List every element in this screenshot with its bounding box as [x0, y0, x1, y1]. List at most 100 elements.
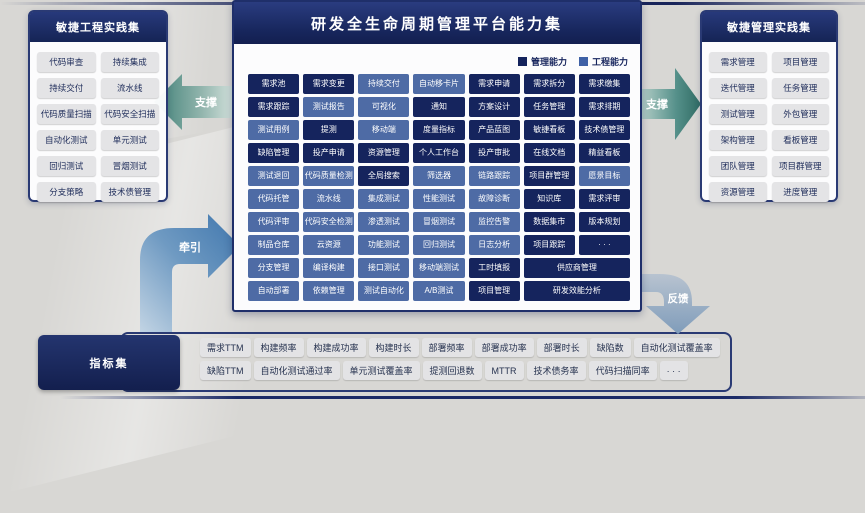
capability-tile: 缺陷管理 — [248, 143, 300, 163]
metric-chip: 构建成功率 — [306, 338, 366, 357]
capability-tile: 测试用例 — [248, 120, 300, 140]
capability-tile: 版本规划 — [578, 212, 630, 232]
practice-item: 单元测试 — [100, 130, 159, 150]
capability-tile: 工时填报 — [468, 258, 520, 278]
capability-tile: 需求跟踪 — [248, 97, 300, 117]
capability-tile: 资源管理 — [358, 143, 410, 163]
practice-item: 代码审查 — [37, 52, 96, 72]
capability-tile: 自动移卡片 — [413, 74, 465, 94]
capability-tile: 编译构建 — [303, 258, 355, 278]
metric-chip: 需求TTM — [200, 338, 251, 357]
practice-item: 架构管理 — [709, 130, 767, 150]
capability-tile: 需求排期 — [578, 97, 630, 117]
legend-swatch — [517, 57, 527, 66]
capability-tile: 精益看板 — [578, 143, 630, 163]
practice-item: 看板管理 — [771, 130, 829, 150]
practice-item: 资源管理 — [709, 182, 767, 202]
metric-chip: 技术债务率 — [526, 361, 586, 380]
capability-tile: 产品蓝图 — [468, 120, 520, 140]
capability-tile: 性能测试 — [413, 189, 465, 209]
capability-tile: 在线文档 — [523, 143, 575, 163]
capability-tile: 任务管理 — [523, 97, 575, 117]
capability-tile: · · · — [578, 235, 630, 255]
practice-item: 自动化测试 — [37, 130, 96, 150]
capability-panel-title: 研发全生命周期管理平台能力集 — [234, 2, 640, 44]
capability-tile: 流水线 — [303, 189, 355, 209]
capability-tile: 测试退回 — [248, 166, 300, 186]
management-practices-panel: 敏捷管理实践集 需求管理 项目管理 迭代管理 任务管理 测试管理 外包管理 架构管理 看板管理… — [700, 10, 838, 202]
metric-chip: 提测回退数 — [422, 361, 482, 380]
capability-tile: 测试自动化 — [358, 281, 410, 301]
metric-chip: 缺陷TTM — [200, 361, 251, 380]
capability-tile: 技术债管理 — [578, 120, 630, 140]
capability-tile: 冒烟测试 — [413, 212, 465, 232]
capability-tile: 代码质量检测 — [303, 166, 355, 186]
capability-tile: 接口测试 — [358, 258, 410, 278]
capability-tile: 度量指标 — [413, 120, 465, 140]
metric-chip: 缺陷数 — [589, 338, 631, 357]
capability-tile: 监控告警 — [468, 212, 520, 232]
capability-tile: 需求拆分 — [523, 74, 575, 94]
metric-chip: 自动化测试覆盖率 — [633, 338, 720, 357]
capability-tile: 分支管理 — [248, 258, 300, 278]
capability-tile: 自动部署 — [248, 281, 300, 301]
legend-label: 工程能力 — [591, 57, 628, 67]
practice-item: 流水线 — [100, 78, 159, 98]
legend-item: 工程能力 — [578, 55, 628, 68]
engineering-practices-panel: 敏捷工程实践集 代码审查 持续集成 持续交付 流水线 代码质量扫描 代码安全扫描 自动化测试… — [28, 10, 168, 202]
capability-tile: 可视化 — [358, 97, 410, 117]
metric-chip: 构建频率 — [253, 338, 304, 357]
capability-tile: 知识库 — [523, 189, 575, 209]
capability-tile: 集成测试 — [358, 189, 410, 209]
capability-tile: 项目群管理 — [523, 166, 575, 186]
legend-item: 管理能力 — [517, 55, 567, 68]
management-practices-title: 敏捷管理实践集 — [702, 12, 836, 42]
capability-tile: 愿景目标 — [578, 166, 630, 186]
practice-item: 代码质量扫描 — [37, 104, 96, 124]
bottom-divider-line — [60, 396, 865, 399]
capability-tile: 需求缴集 — [578, 74, 630, 94]
capability-tile: 方案设计 — [468, 97, 520, 117]
capability-tile: 项目跟踪 — [523, 235, 575, 255]
capability-tile: 持续交付 — [358, 74, 410, 94]
capability-tile: 需求变更 — [303, 74, 355, 94]
capability-tile: 故障诊断 — [468, 189, 520, 209]
capability-tile: 移动端 — [358, 120, 410, 140]
metrics-panel-title: 指标集 — [38, 335, 180, 390]
metrics-row-1: 需求TTM 构建频率 构建成功率 构建时长 部署频率 部署成功率 部署时长 缺陷数 自动化测试覆… — [200, 338, 728, 357]
capability-tile: 投产申请 — [303, 143, 355, 163]
feedback-arrow-label: 反馈 — [668, 292, 689, 305]
metric-chip: 代码扫描同率 — [588, 361, 657, 380]
practice-item: 代码安全扫描 — [100, 104, 159, 124]
capability-tile: 制品仓库 — [248, 235, 300, 255]
practice-item: 任务管理 — [771, 78, 829, 98]
support-arrow-right: 支撑 — [639, 68, 701, 140]
engineering-practices-list: 代码审查 持续集成 持续交付 流水线 代码质量扫描 代码安全扫描 自动化测试 单元测试 回归测试… — [30, 42, 166, 212]
capability-tile: 依赖管理 — [303, 281, 355, 301]
practice-item: 冒烟测试 — [100, 156, 159, 176]
pull-arrow-label: 牵引 — [179, 240, 201, 254]
capability-tile: 代码安全检测 — [303, 212, 355, 232]
capability-tile: 渗透测试 — [358, 212, 410, 232]
practice-item: 需求管理 — [709, 52, 767, 72]
metric-chip: 构建时长 — [368, 338, 419, 357]
practice-item: 技术债管理 — [100, 182, 159, 202]
capability-tile: A/B测试 — [413, 281, 465, 301]
capability-tile: 需求评审 — [578, 189, 630, 209]
feedback-arrow: 反馈 — [640, 274, 710, 334]
capability-tile: 投产审批 — [468, 143, 520, 163]
capability-tile: 测试报告 — [303, 97, 355, 117]
practice-item: 持续集成 — [100, 52, 159, 72]
legend-label: 管理能力 — [530, 57, 567, 67]
practice-item: 分支策略 — [37, 182, 96, 202]
metric-chip: · · · — [659, 361, 688, 380]
capability-tile: 功能测试 — [358, 235, 410, 255]
legend: 管理能力 工程能力 — [517, 55, 628, 68]
practice-item: 持续交付 — [37, 78, 96, 98]
capability-tile: 代码评审 — [248, 212, 300, 232]
practice-item: 回归测试 — [37, 156, 96, 176]
capability-tile: 筛选器 — [413, 166, 465, 186]
capability-panel: 研发全生命周期管理平台能力集 管理能力 工程能力 需求池 需求变更 持续交付 自动移卡… — [232, 0, 642, 312]
capability-tile: 数据集市 — [523, 212, 575, 232]
capability-grid: 需求池 需求变更 持续交付 自动移卡片 需求申请 需求拆分 需求缴集 需求跟踪 测试报告 可视化通… — [248, 74, 630, 301]
